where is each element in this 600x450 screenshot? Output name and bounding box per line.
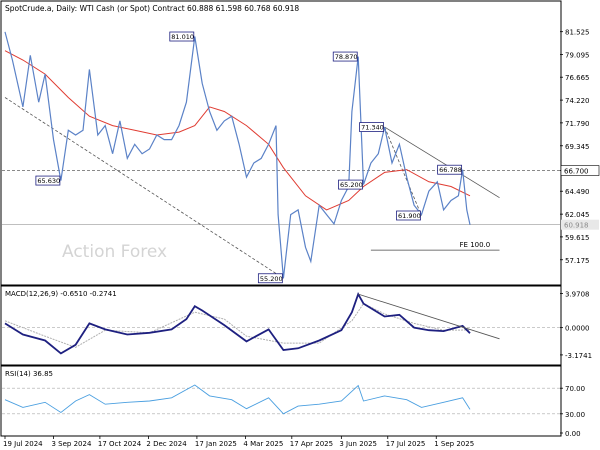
fe-line-label: FE 100.0 <box>460 241 491 249</box>
x-tick-label: 17 Jul 2025 <box>386 440 426 448</box>
macd-panel-frame <box>0 285 562 366</box>
x-tick-label: 17 Apr 2025 <box>290 440 333 448</box>
x-tick-label: 17 Jan 2025 <box>195 440 237 448</box>
price-label-box <box>257 273 283 284</box>
level-line-price-label: 66.700 <box>564 168 589 176</box>
x-tick-label: 2 Dec 2024 <box>146 440 187 448</box>
price-label: 78.870 <box>335 53 358 61</box>
price-panel: 81.525 79.095 76.665 74.220 71.790 69.345 66.7… <box>2 29 600 284</box>
macd-y-tick-label: 3.9708 <box>565 291 590 299</box>
rsi-panel: 70.00 30.00 0.00 <box>2 384 585 438</box>
price-y-tick-label: 57.175 <box>565 257 590 265</box>
macd-line <box>4 292 471 355</box>
price-label-box <box>35 175 61 186</box>
price-label-box <box>396 210 421 221</box>
macd-y-tick-label: 0.0000 <box>565 325 590 333</box>
rsi-line <box>4 384 471 415</box>
price-y-tick-label: 71.790 <box>565 120 590 128</box>
level-line-price-box <box>561 219 599 230</box>
price-panel-frame <box>0 0 562 286</box>
price-label: 55.200 <box>260 275 283 283</box>
macd-title: MACD(12,26,9) -0.6510 -0.2741 <box>5 290 117 298</box>
rsi-y-tick-label: 0.00 <box>565 430 581 438</box>
price-y-tick-label: 79.095 <box>565 51 590 59</box>
price-label-box <box>332 51 358 62</box>
trend-line <box>384 126 500 199</box>
x-tick-label: 17 Oct 2024 <box>98 440 142 448</box>
macd-signal-line <box>4 302 471 348</box>
macd-trend-line <box>358 293 500 340</box>
level-line-price-label: 60.918 <box>564 222 589 230</box>
level-line-price-box <box>560 165 600 176</box>
price-label: 81.010 <box>171 33 194 41</box>
rsi-y-tick-label: 70.00 <box>565 385 585 393</box>
chart-title: SpotCrude.a, Daily: WTI Cash (or Spot) C… <box>5 4 299 13</box>
price-y-tick-label: 59.615 <box>565 234 590 242</box>
rsi-panel-frame <box>0 365 562 437</box>
price-y-tick-label: 69.345 <box>565 143 590 151</box>
macd-panel: 3.9708 0.0000 -3.1741 <box>2 291 592 360</box>
x-tick-label: 1 Sep 2025 <box>434 440 474 448</box>
trend-line <box>384 126 422 216</box>
watermark: Action Forex <box>62 242 167 262</box>
price-label: 65.200 <box>340 181 363 189</box>
price-label: 71.340 <box>361 124 384 132</box>
macd-y-tick-label: -3.1741 <box>565 352 592 360</box>
price-label: 66.788 <box>439 166 462 174</box>
price-y-tick-label: 64.490 <box>565 188 590 196</box>
price-line <box>4 31 471 279</box>
moving-average-line <box>4 50 471 211</box>
price-label-box <box>169 31 195 42</box>
x-tick-label: 3 Sep 2024 <box>52 440 92 448</box>
price-y-tick-label: 62.045 <box>565 211 590 219</box>
x-tick-label: 19 Jul 2024 <box>3 440 43 448</box>
rsi-title: RSI(14) 36.85 <box>5 370 53 378</box>
price-label-box <box>338 179 363 190</box>
rsi-y-tick-label: 30.00 <box>565 411 585 419</box>
price-y-tick-label: 81.525 <box>565 29 590 37</box>
x-tick-label: 4 Mar 2025 <box>243 440 283 448</box>
price-label: 61.900 <box>398 212 421 220</box>
price-label-box <box>359 122 384 132</box>
price-y-tick-label: 76.665 <box>565 74 590 82</box>
x-axis: 19 Jul 2024 3 Sep 2024 17 Oct 2024 2 Dec 20… <box>3 436 474 448</box>
price-y-tick-label: 74.220 <box>565 97 590 105</box>
x-tick-label: 3 Jun 2025 <box>339 440 377 448</box>
price-label-box <box>437 164 463 175</box>
price-label: 65.630 <box>37 177 60 185</box>
